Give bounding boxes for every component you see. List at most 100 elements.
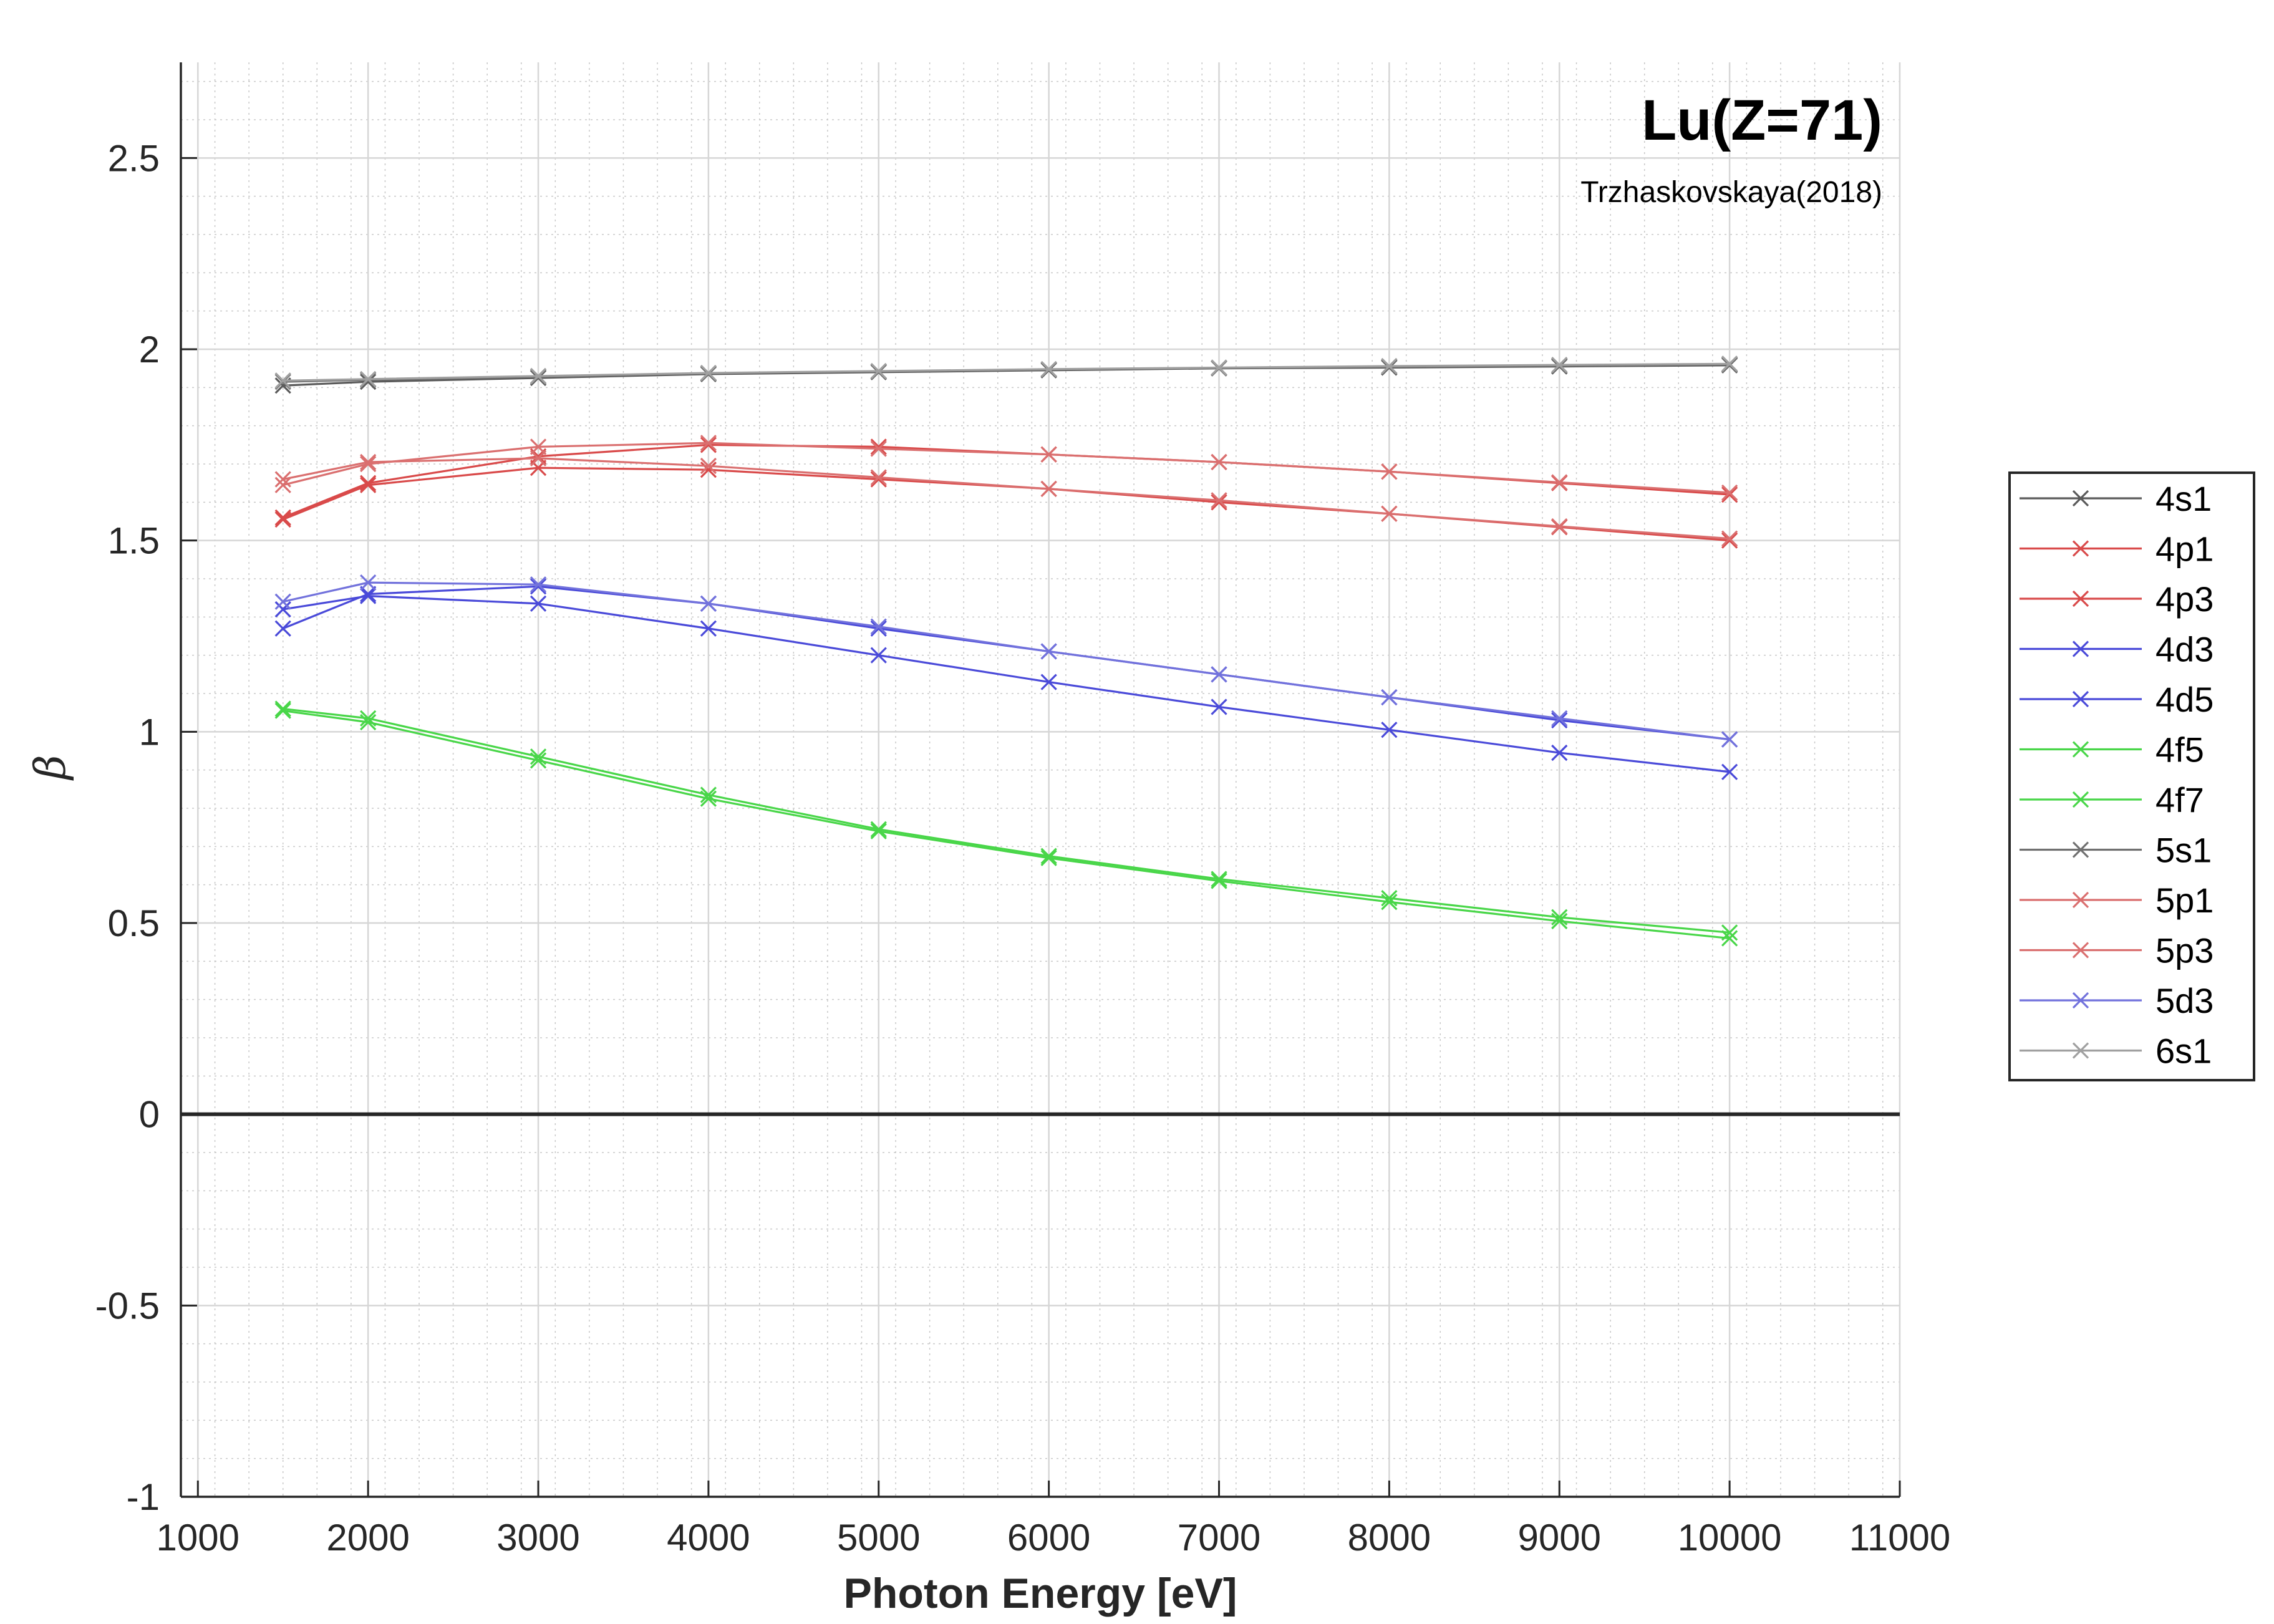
legend-item-5p1: 5p1 xyxy=(2020,881,2214,920)
x-tick-labels: 1000 2000 3000 4000 5000 6000 7000 8000 9000 1000… xyxy=(157,1517,1951,1559)
legend-label: 5p1 xyxy=(2155,881,2214,920)
y-tick-label: -0.5 xyxy=(95,1285,160,1327)
x-tick-label: 6000 xyxy=(1007,1517,1090,1559)
data-point xyxy=(700,620,717,637)
data-point xyxy=(700,595,717,612)
legend-item-4p1: 4p1 xyxy=(2020,529,2214,569)
data-point xyxy=(360,455,377,473)
data-point xyxy=(1040,446,1057,463)
legend-label: 4d3 xyxy=(2155,630,2214,669)
y-axis-title: β xyxy=(26,755,75,781)
series-line xyxy=(283,442,1730,494)
data-point xyxy=(1211,494,1227,511)
series-layer xyxy=(274,355,1738,947)
legend-label: 6s1 xyxy=(2155,1032,2212,1071)
data-point xyxy=(1211,872,1227,889)
data-point xyxy=(530,752,547,769)
data-point xyxy=(530,367,547,385)
data-point xyxy=(1551,710,1568,727)
series-6s1 xyxy=(274,355,1738,389)
legend-item-5s1: 5s1 xyxy=(2020,831,2212,870)
data-point xyxy=(274,593,291,610)
series-line xyxy=(283,457,1730,540)
legend-item-6s1: 6s1 xyxy=(2020,1032,2212,1071)
chart-subtitle: Trzhaskovskaya(2018) xyxy=(1580,176,1882,209)
data-point xyxy=(1040,360,1057,378)
data-point xyxy=(1381,463,1398,480)
data-point xyxy=(1551,712,1568,729)
data-point xyxy=(360,574,377,591)
series-line xyxy=(283,581,1730,741)
legend-marker xyxy=(2072,841,2089,858)
data-point xyxy=(1721,484,1738,501)
data-point xyxy=(870,821,887,838)
x-tick-label: 4000 xyxy=(667,1517,750,1559)
legend-item-5p3: 5p3 xyxy=(2020,931,2214,970)
data-point xyxy=(700,790,717,807)
x-tick-label: 9000 xyxy=(1518,1517,1601,1559)
data-point xyxy=(1381,722,1398,738)
data-point xyxy=(360,476,377,493)
data-point xyxy=(360,370,377,387)
plot-background xyxy=(181,62,1900,1497)
series-line xyxy=(283,362,1730,382)
data-point xyxy=(1211,871,1227,887)
legend-label: 4d5 xyxy=(2155,680,2214,719)
data-point xyxy=(1721,486,1738,503)
data-point xyxy=(870,440,887,457)
legend-marker xyxy=(2072,891,2089,909)
y-tick-label: -1 xyxy=(127,1476,160,1518)
legend-label: 4s1 xyxy=(2155,479,2212,518)
data-point xyxy=(530,438,547,455)
data-point xyxy=(274,511,291,528)
legend-item-4s1: 4s1 xyxy=(2020,479,2212,518)
legend-marker xyxy=(2072,590,2089,607)
series-5d3 xyxy=(274,574,1738,748)
data-point xyxy=(870,438,887,455)
y-tick-label: 1.5 xyxy=(108,520,160,562)
data-point xyxy=(1551,518,1568,535)
data-point xyxy=(1381,357,1398,375)
series-5p1 xyxy=(274,435,1738,501)
legend-marker xyxy=(2072,741,2089,758)
data-point xyxy=(1721,763,1738,780)
legend-label: 4f5 xyxy=(2155,730,2204,770)
legend-box xyxy=(2008,471,2255,1081)
legend-item-5d3: 5d3 xyxy=(2020,981,2214,1020)
legend-label: 4p1 xyxy=(2155,529,2214,569)
data-point xyxy=(700,457,717,475)
legend-marker xyxy=(2072,640,2089,657)
series-line xyxy=(283,707,1730,934)
data-point xyxy=(274,471,291,488)
legend-label: 5d3 xyxy=(2155,981,2214,1020)
legend-item-4f5: 4f5 xyxy=(2020,730,2204,770)
legend-item-4d5: 4d5 xyxy=(2020,680,2214,719)
x-tick-label: 1000 xyxy=(157,1517,239,1559)
data-point xyxy=(1040,848,1057,864)
data-point xyxy=(274,372,291,389)
legend-marker xyxy=(2072,540,2089,557)
data-point xyxy=(360,586,377,602)
x-tick-label: 5000 xyxy=(837,1517,920,1559)
series-4f7 xyxy=(274,702,1738,947)
legend: 4s1 4p1 4p3 4d3 4d5 4f5 4f7 5s1 5p1 5p3 5d3 6s1 xyxy=(2008,471,2255,1081)
data-point xyxy=(1211,666,1227,683)
data-point xyxy=(1721,731,1738,748)
data-point xyxy=(1040,480,1057,497)
data-point xyxy=(1551,744,1568,761)
data-point xyxy=(360,713,377,731)
data-point xyxy=(1551,474,1568,491)
series-4d5 xyxy=(274,587,1738,780)
legend-marker xyxy=(2072,942,2089,959)
data-point xyxy=(274,476,291,493)
series-line xyxy=(283,710,1730,940)
legend-item-4d3: 4d3 xyxy=(2020,630,2214,669)
data-point xyxy=(530,578,547,595)
data-point xyxy=(700,437,717,453)
legend-label: 5p3 xyxy=(2155,931,2214,970)
data-point xyxy=(274,702,291,719)
y-tick-label: 0 xyxy=(139,1094,160,1136)
data-point xyxy=(274,620,291,637)
legend-marker xyxy=(2072,690,2089,708)
